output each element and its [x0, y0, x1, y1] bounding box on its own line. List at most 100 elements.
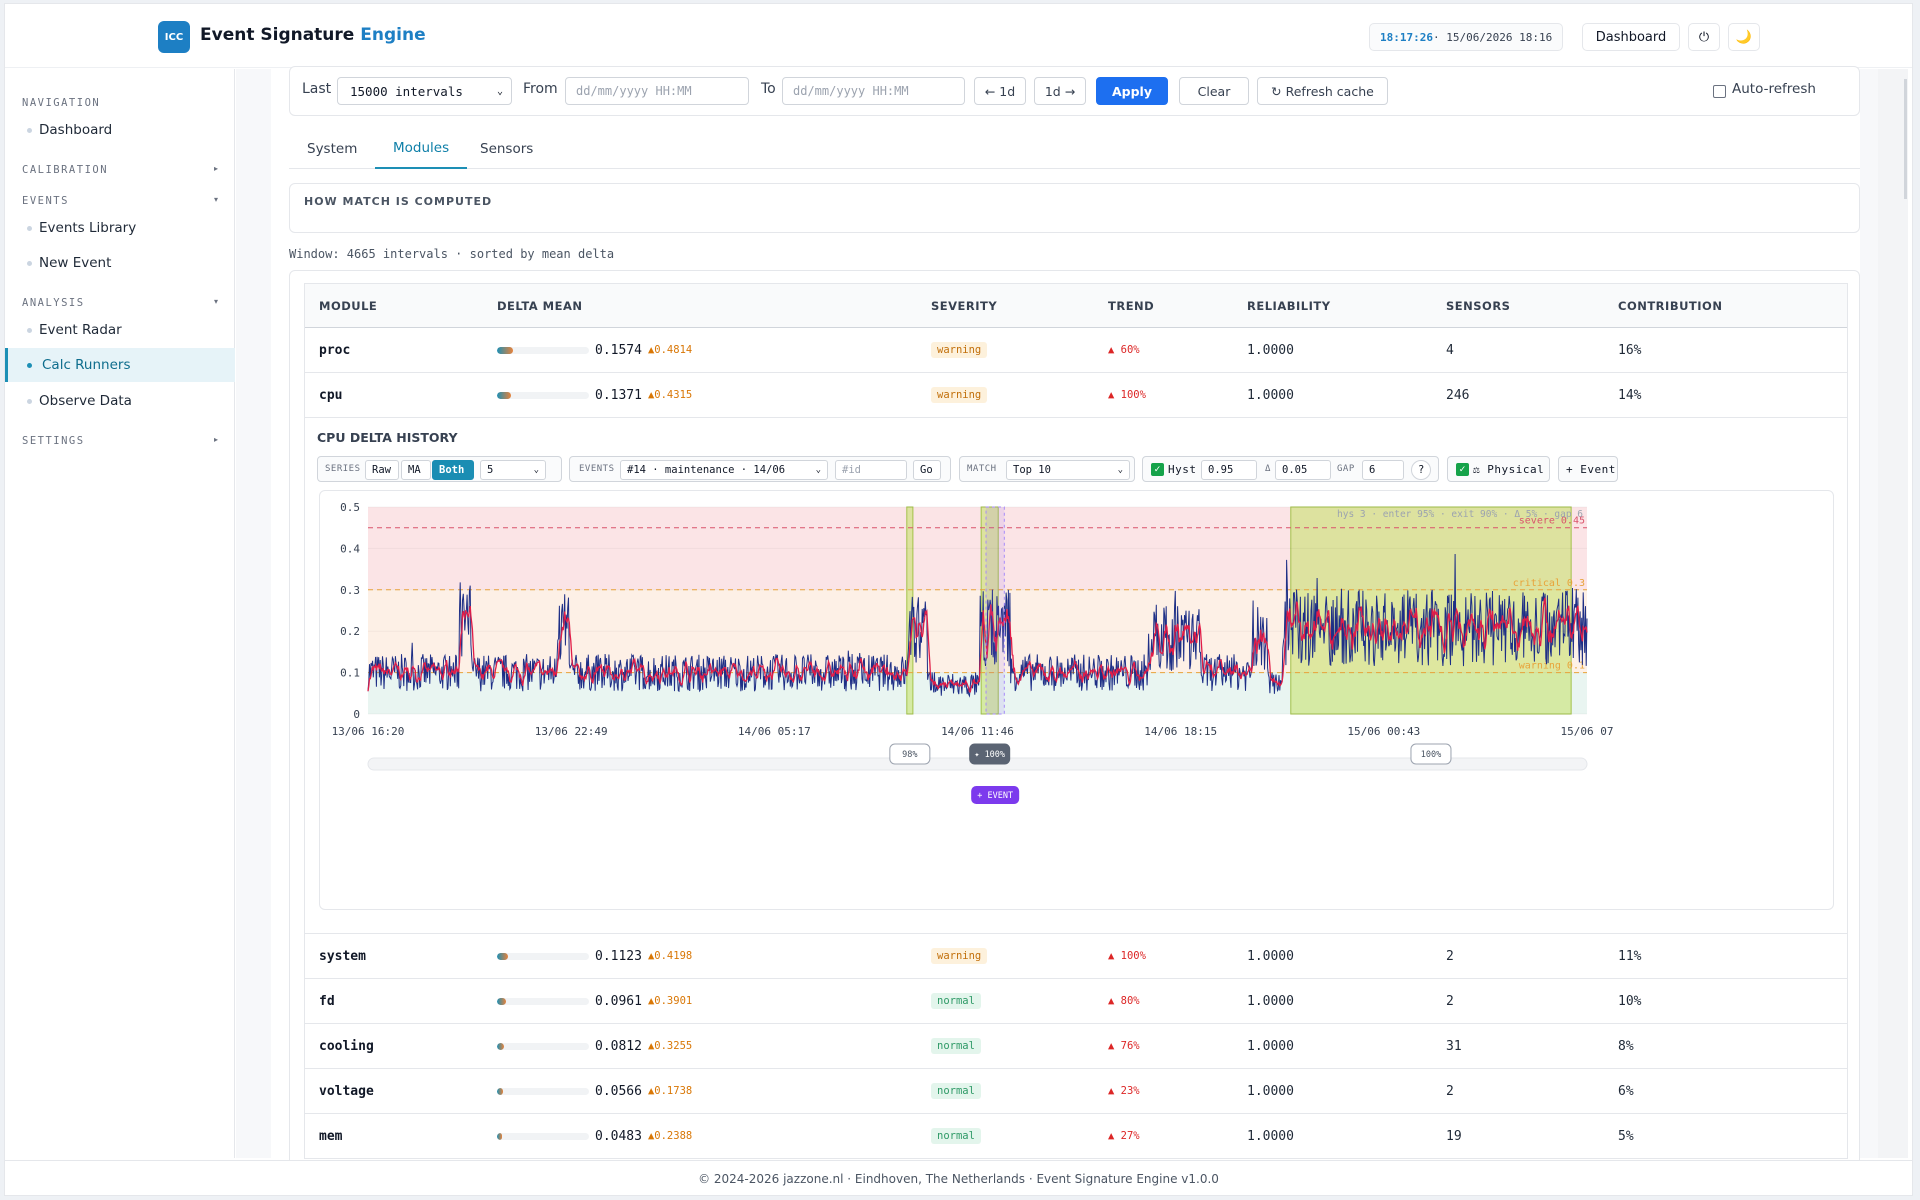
sidebar-heading-calibration[interactable]: CALIBRATION: [22, 164, 109, 176]
sidebar: NAVIGATION Dashboard CALIBRATION ▸ EVENT…: [5, 69, 235, 1158]
match-select[interactable]: Top 10 ⌄: [1006, 460, 1130, 480]
table-row[interactable]: fd 0.0961 ▲0.3901 normal ▲ 80% 1.0000 2 1…: [305, 979, 1847, 1024]
caret-down-icon[interactable]: ▾: [213, 297, 218, 306]
threshold-label: severe 0.45: [1519, 516, 1585, 527]
sidebar-heading-settings[interactable]: SETTINGS: [22, 435, 85, 447]
ma-window-select[interactable]: 5 ⌄: [480, 460, 546, 480]
to-date-input[interactable]: dd/mm/yyyy HH:MM: [782, 77, 965, 105]
back-1d-button[interactable]: ← 1d: [974, 77, 1026, 105]
delta-bar-fill: [497, 1043, 505, 1050]
severity-badge: normal: [931, 1083, 981, 1099]
header-contribution[interactable]: CONTRIBUTION: [1618, 299, 1723, 313]
refresh-cache-button[interactable]: ↻ Refresh cache: [1257, 77, 1388, 105]
event-selected-value: #14 · maintenance · 14/06: [627, 464, 786, 476]
clock-date: · 15/06/2026 18:16: [1432, 30, 1553, 44]
tab-modules[interactable]: Modules: [375, 129, 468, 169]
sidebar-item-dashboard[interactable]: Dashboard: [5, 113, 235, 147]
delta-bar-fill: [497, 392, 511, 399]
header-module[interactable]: MODULE: [319, 299, 378, 313]
caret-right-icon[interactable]: ▸: [213, 164, 218, 173]
last-intervals-select[interactable]: 15000 intervals ⌄: [337, 77, 512, 105]
header-reliability[interactable]: RELIABILITY: [1247, 299, 1331, 313]
apply-button[interactable]: Apply: [1096, 77, 1168, 105]
delta-peak-value: ▲0.2388: [647, 1130, 693, 1142]
header-delta-mean[interactable]: DELTA MEAN: [497, 299, 583, 313]
last-intervals-value: 15000 intervals: [350, 83, 463, 99]
table-row[interactable]: system 0.1123 ▲0.4198 warning ▲ 100% 1.00…: [305, 934, 1847, 979]
auto-refresh-label[interactable]: Auto-refresh: [1732, 81, 1816, 97]
delta-bar-fill: [497, 998, 507, 1005]
series-label: SERIES: [325, 464, 361, 474]
caret-down-icon[interactable]: ▾: [213, 195, 218, 204]
series-ma-button[interactable]: MA: [401, 460, 431, 480]
add-event-button[interactable]: + Event: [1558, 456, 1618, 482]
power-icon[interactable]: ⏻: [1688, 23, 1720, 51]
scrollbar[interactable]: [1878, 69, 1908, 1158]
table-row[interactable]: cooling 0.0812 ▲0.3255 normal ▲ 76% 1.000…: [305, 1024, 1847, 1069]
how-match-panel[interactable]: HOW MATCH IS COMPUTED: [289, 183, 1860, 233]
go-button[interactable]: Go: [913, 460, 941, 480]
sidebar-item-events-library[interactable]: Events Library: [5, 211, 235, 245]
auto-refresh-checkbox[interactable]: [1713, 85, 1726, 98]
sidebar-item-new-event[interactable]: New Event: [5, 246, 235, 280]
table-row[interactable]: cpu 0.1371 ▲0.4315 warning ▲ 100% 1.0000 …: [305, 373, 1847, 418]
event-select[interactable]: #14 · maintenance · 14/06 ⌄: [620, 460, 828, 480]
sidebar-item-event-radar[interactable]: Event Radar: [5, 313, 235, 347]
sidebar-item-calc-runners[interactable]: Calc Runners: [5, 348, 235, 382]
sidebar-heading-navigation: NAVIGATION: [22, 97, 101, 109]
series-raw-button[interactable]: Raw: [365, 460, 399, 480]
hyst-checkbox[interactable]: ✓: [1151, 463, 1164, 476]
filter-bar: Last 15000 intervals ⌄ From dd/mm/yyyy HH…: [289, 66, 1860, 116]
sidebar-item-label: New Event: [39, 255, 112, 271]
sidebar-item-observe-data[interactable]: Observe Data: [5, 384, 235, 418]
severity-badge: normal: [931, 993, 981, 1009]
clear-button[interactable]: Clear: [1179, 77, 1249, 105]
delta-bar: [497, 998, 589, 1005]
severity-badge: warning: [931, 387, 988, 403]
hyst-input[interactable]: 0.95: [1201, 460, 1257, 480]
contribution-value: 11%: [1618, 948, 1642, 964]
x-tick-label: 14/06 11:46: [941, 725, 1014, 738]
delta-input[interactable]: 0.05: [1275, 460, 1331, 480]
moon-icon[interactable]: 🌙: [1728, 23, 1760, 51]
chart-svg[interactable]: 0 0.1 0.2 0.3 0.4 0.5 warning 0.1 critical 0.3 s…: [320, 491, 1835, 911]
physical-checkbox[interactable]: ✓: [1456, 463, 1469, 476]
header-severity[interactable]: SEVERITY: [931, 299, 998, 313]
module-name: fd: [319, 993, 335, 1009]
y-tick-label: 0.4: [340, 542, 360, 555]
tab-system[interactable]: System: [307, 141, 358, 157]
severity-badge: normal: [931, 1128, 981, 1144]
contribution-value: 6%: [1618, 1083, 1634, 1099]
header-sensors[interactable]: SENSORS: [1446, 299, 1511, 313]
delta-peak-value: ▲0.4198: [647, 950, 693, 962]
content-panel: Last 15000 intervals ⌄ From dd/mm/yyyy HH…: [271, 66, 1860, 1170]
modules-table: MODULE DELTA MEAN SEVERITY TREND RELIABI…: [304, 283, 1848, 1159]
events-control: EVENTS #14 · maintenance · 14/06 ⌄ #id Go: [569, 456, 951, 482]
delta-bar: [497, 1133, 589, 1140]
sidebar-heading-analysis[interactable]: ANALYSIS: [22, 297, 85, 309]
hysteresis-control: ✓ Hyst 0.95 Δ 0.05 GAP 6 ?: [1142, 456, 1439, 482]
chevron-down-icon: ⌄: [496, 85, 503, 97]
header-trend[interactable]: TREND: [1108, 299, 1155, 313]
table-row[interactable]: voltage 0.0566 ▲0.1738 normal ▲ 23% 1.000…: [305, 1069, 1847, 1114]
from-date-input[interactable]: dd/mm/yyyy HH:MM: [565, 77, 749, 105]
help-icon[interactable]: ?: [1411, 460, 1431, 480]
table-header: MODULE DELTA MEAN SEVERITY TREND RELIABI…: [305, 284, 1847, 328]
tab-sensors[interactable]: Sensors: [480, 141, 534, 157]
table-row[interactable]: proc 0.1574 ▲0.4814 warning ▲ 60% 1.0000 …: [305, 328, 1847, 373]
delta-bar: [497, 1043, 589, 1050]
y-tick-label: 0: [353, 708, 360, 721]
dashboard-button[interactable]: Dashboard: [1582, 23, 1680, 51]
gap-input[interactable]: 6: [1362, 460, 1404, 480]
delta-label: Δ: [1265, 464, 1271, 474]
cpu-delta-chart[interactable]: 0 0.1 0.2 0.3 0.4 0.5 warning 0.1 critical 0.3 s…: [319, 490, 1834, 910]
event-id-input[interactable]: #id: [835, 460, 907, 480]
scrollbar-thumb[interactable]: [1904, 79, 1907, 199]
table-row[interactable]: mem 0.0483 ▲0.2388 normal ▲ 27% 1.0000 19…: [305, 1114, 1847, 1159]
module-name: cooling: [319, 1038, 374, 1054]
forward-1d-button[interactable]: 1d →: [1034, 77, 1086, 105]
sidebar-heading-events[interactable]: EVENTS: [22, 195, 69, 207]
delta-peak-value: ▲0.4315: [647, 389, 693, 401]
caret-right-icon[interactable]: ▸: [213, 435, 218, 444]
series-both-button[interactable]: Both: [432, 460, 474, 480]
